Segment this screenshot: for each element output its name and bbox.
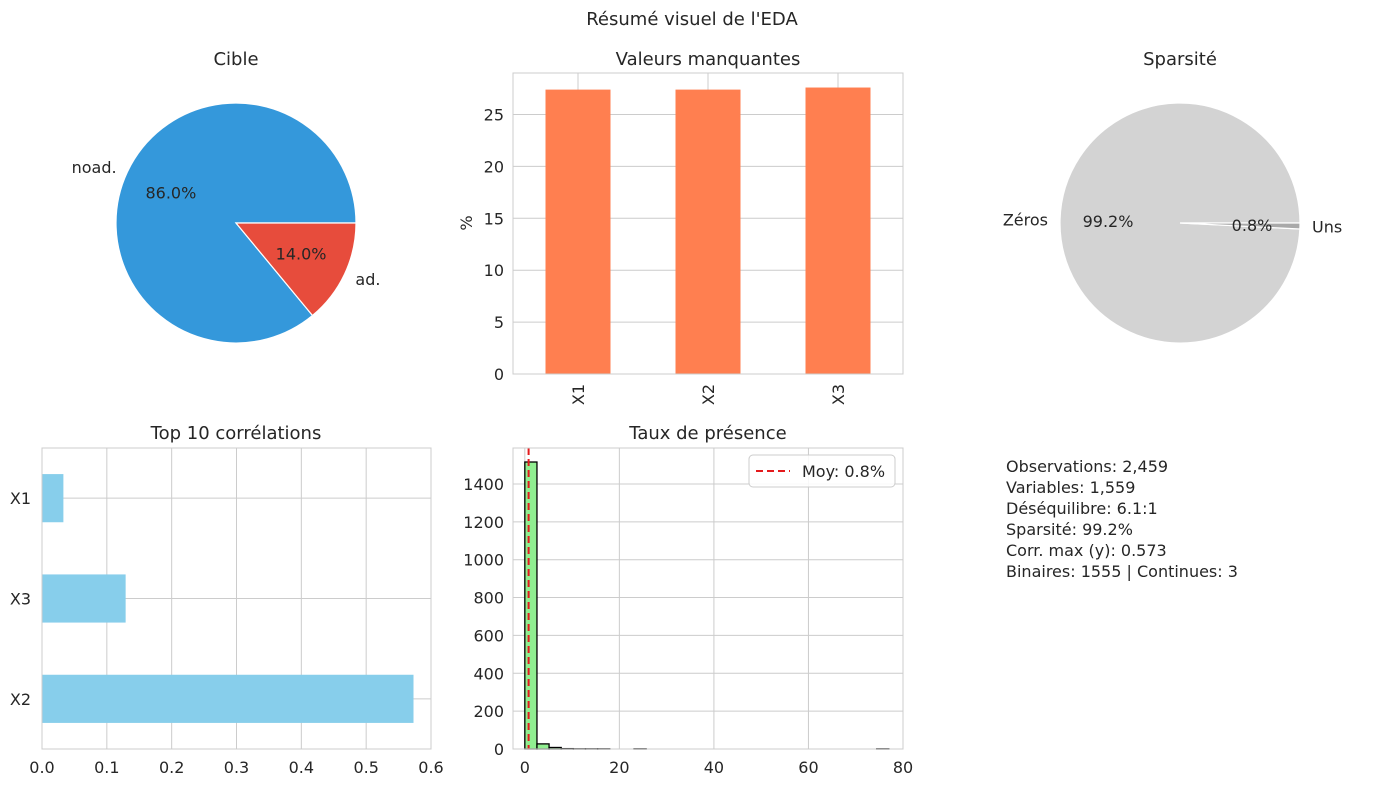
correlations-xtick: 0.3 <box>224 758 249 777</box>
target-pie-title: Cible <box>213 49 258 70</box>
correlations-ytick-x3: X3 <box>10 590 31 609</box>
correlations-bar-x1 <box>42 474 64 523</box>
presence-histogram-legend: Moy: 0.8% <box>748 454 896 488</box>
correlations-bar-x2 <box>42 674 414 723</box>
sparsity-pie-slice-uns <box>1179 222 1301 230</box>
sparsity-pie-pct-z-ros: 99.2% <box>1083 212 1134 231</box>
missing-values-bar-x2 <box>675 89 741 374</box>
presence-histogram-ytick: 200 <box>473 702 504 721</box>
missing-values-xtick-x2: X2 <box>699 384 718 405</box>
summary-line: Binaires: 1555 | Continues: 3 <box>1006 562 1238 581</box>
legend-mean-label: Moy: 0.8% <box>802 462 885 481</box>
correlations-title: Top 10 corrélations <box>150 423 322 444</box>
presence-histogram-bar <box>524 461 538 750</box>
correlations-frame <box>41 447 432 750</box>
target-pie-slice-ad <box>234 222 357 317</box>
target-pie-pct-ad: 14.0% <box>276 245 327 264</box>
legend-box <box>748 454 896 488</box>
missing-values-frame <box>512 72 904 375</box>
presence-histogram-ytick: 400 <box>473 664 504 683</box>
missing-values-ytick: 5 <box>494 313 504 332</box>
presence-histogram-xtick: 20 <box>609 758 629 777</box>
correlations-bar-x3 <box>42 574 126 623</box>
missing-values-ytick: 15 <box>484 209 504 228</box>
missing-values-ytick: 10 <box>484 261 504 280</box>
summary-line: Variables: 1,559 <box>1006 478 1135 497</box>
presence-histogram-ytick: 800 <box>473 589 504 608</box>
presence-histogram-xtick: 60 <box>798 758 818 777</box>
presence-histogram-ytick: 1200 <box>463 513 504 532</box>
correlations-chart: Top 10 corrélations 0.0 0.1 0.2 0.3 0.4 0.5 0.… <box>10 423 444 777</box>
presence-histogram-ytick: 0 <box>494 740 504 759</box>
sparsity-pie-label-z-ros: Zéros <box>1003 211 1048 230</box>
presence-histogram-xtick: 40 <box>704 758 724 777</box>
summary-line: Déséquilibre: 6.1:1 <box>1006 499 1158 518</box>
correlations-ytick-x1: X1 <box>10 489 31 508</box>
presence-histogram-bar <box>536 743 550 750</box>
missing-values-title: Valeurs manquantes <box>616 49 801 70</box>
missing-values-ytick: 20 <box>484 157 504 176</box>
summary-panel: Observations: 2,459 Variables: 1,559 Déséq… <box>1006 457 1238 581</box>
target-pie-pct-noad: 86.0% <box>145 183 196 202</box>
correlations-xtick: 0.5 <box>353 758 378 777</box>
figure-title: Résumé visuel de l'EDA <box>586 9 798 30</box>
target-pie-chart: Cible noad. 86.0% ad. 14.0% <box>72 49 380 344</box>
missing-values-chart: Valeurs manquantes 0 5 10 15 20 25 X1 X2 X3 % <box>457 49 904 405</box>
presence-histogram-ytick: 600 <box>473 626 504 645</box>
correlations-xtick: 0.4 <box>289 758 314 777</box>
missing-values-ylabel: % <box>457 215 476 230</box>
presence-histogram: Taux de présence 0 20 40 60 8002004006008001… <box>463 423 913 777</box>
sparsity-pie-title: Sparsité <box>1143 49 1217 70</box>
correlations-xtick: 0.2 <box>159 758 184 777</box>
target-pie-label-ad: ad. <box>355 270 380 289</box>
summary-line: Corr. max (y): 0.573 <box>1006 541 1167 560</box>
sparsity-pie-label-uns: Uns <box>1312 217 1342 236</box>
missing-values-xtick-x1: X1 <box>569 384 588 405</box>
missing-values-bar-x3 <box>805 87 871 374</box>
summary-line: Sparsité: 99.2% <box>1006 520 1133 539</box>
presence-histogram-plot-area <box>513 448 903 749</box>
correlations-xtick: 0.1 <box>94 758 119 777</box>
correlations-ytick-x2: X2 <box>10 690 31 709</box>
presence-histogram-title: Taux de présence <box>628 423 786 444</box>
target-pie-label-noad: noad. <box>72 158 117 177</box>
summary-line: Observations: 2,459 <box>1006 457 1168 476</box>
presence-histogram-xtick: 0 <box>520 758 530 777</box>
presence-histogram-xtick: 80 <box>893 758 913 777</box>
presence-histogram-ytick: 1000 <box>463 551 504 570</box>
sparsity-pie-chart: Sparsité Zéros 99.2% Uns 0.8% <box>1003 49 1342 344</box>
sparsity-pie-pct-uns: 0.8% <box>1232 216 1273 235</box>
presence-histogram-frame <box>512 447 904 750</box>
missing-values-ytick: 0 <box>494 365 504 384</box>
presence-histogram-ytick: 1400 <box>463 475 504 494</box>
correlations-xtick: 0.6 <box>418 758 443 777</box>
missing-values-xtick-x3: X3 <box>829 384 848 405</box>
missing-values-bar-x1 <box>545 89 611 374</box>
missing-values-ytick: 25 <box>484 106 504 125</box>
correlations-xtick: 0.0 <box>29 758 54 777</box>
